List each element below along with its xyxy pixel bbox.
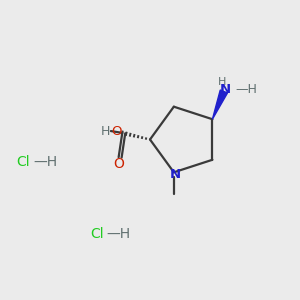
Text: N: N [220,82,231,96]
Text: —H: —H [236,82,258,96]
Text: H: H [218,76,226,87]
Text: H: H [101,124,110,138]
Text: O: O [111,124,122,138]
Text: —H: —H [33,155,57,169]
Text: N: N [170,168,181,181]
Text: —H: —H [106,227,130,241]
Text: Cl: Cl [90,227,104,241]
Polygon shape [212,90,227,119]
Text: Cl: Cl [16,155,30,169]
Text: O: O [113,157,124,171]
